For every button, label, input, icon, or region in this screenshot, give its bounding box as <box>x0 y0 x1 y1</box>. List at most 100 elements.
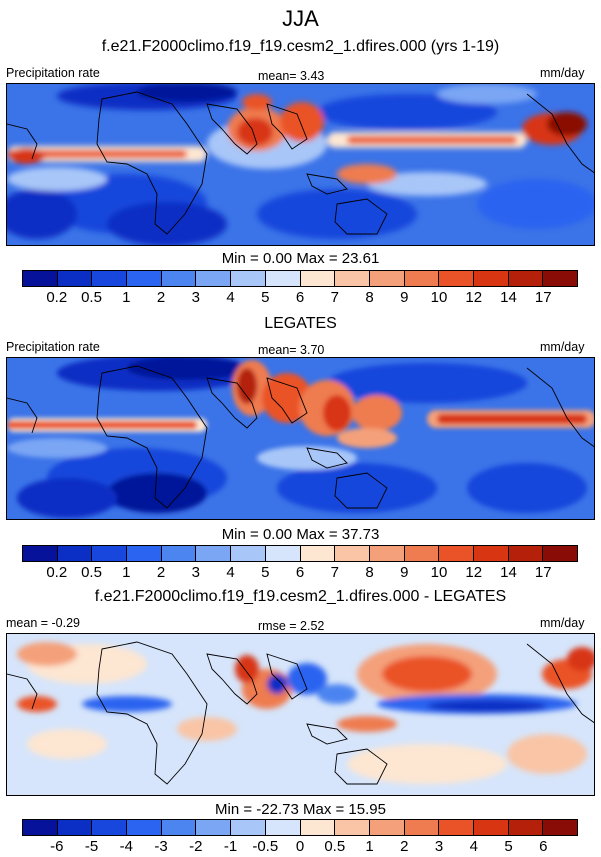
colorbar-swatch <box>404 546 440 561</box>
colorbar-swatch <box>161 546 197 561</box>
colorbar-swatch <box>231 271 266 286</box>
colorbar-swatch <box>508 546 544 561</box>
colorbar-swatch <box>127 546 162 561</box>
colorbar-tick-label: -6 <box>50 838 64 855</box>
panel-3-title: f.e21.F2000climo.f19_f19.cesm2_1.dfires.… <box>94 588 507 605</box>
colorbar-swatch <box>161 820 197 835</box>
panel-2-variable-label: Precipitation rate <box>6 340 100 354</box>
colorbar-tick-label: 3 <box>191 289 200 306</box>
colorbar-swatch <box>231 820 266 835</box>
colorbar-tick-label: 4 <box>226 564 235 581</box>
colorbar-swatch <box>369 546 405 561</box>
colorbar-swatch <box>23 820 58 835</box>
colorbar-swatch <box>508 271 544 286</box>
colorbar-tick-label: 10 <box>430 564 448 581</box>
colorbar-tick-label: 6 <box>295 564 305 581</box>
colorbar-swatch <box>300 271 336 286</box>
colorbar-tick-label: 9 <box>400 289 409 306</box>
colorbar-tick-label: 6 <box>295 289 305 306</box>
colorbar-tick-label: 7 <box>330 564 339 581</box>
colorbar-tick-label: 0.5 <box>81 564 102 581</box>
colorbar-tick-label: 0.5 <box>324 838 346 855</box>
colorbar-tick-label: 12 <box>465 564 483 581</box>
panel-2-units-label: mm/day <box>540 340 585 354</box>
colorbar-tick-label: 7 <box>330 289 339 306</box>
panel-1-title: f.e21.F2000climo.f19_f19.cesm2_1.dfires.… <box>101 38 500 55</box>
colorbar-tick-label: 4 <box>469 838 478 855</box>
panel-1-mean-label: mean= 3.43 <box>258 69 325 83</box>
colorbar-tick-label: 3 <box>434 838 444 855</box>
colorbar-swatch <box>265 820 301 835</box>
panel-2-map <box>6 357 595 520</box>
colorbar-tick-label: 17 <box>534 289 552 306</box>
colorbar-tick-label: 1 <box>122 564 131 581</box>
colorbar-swatch <box>92 271 128 286</box>
colorbar-swatch <box>300 820 336 835</box>
colorbar-swatch <box>196 271 232 286</box>
panel-1-colorbar <box>22 270 578 287</box>
colorbar-tick-label: 0 <box>295 838 305 855</box>
colorbar-tick-label: 12 <box>465 289 483 306</box>
panel-1-map <box>6 83 595 246</box>
colorbar-swatch <box>335 820 370 835</box>
panel-3-colorbar <box>22 819 578 836</box>
colorbar-swatch <box>369 271 405 286</box>
colorbar-tick-label: 2 <box>156 289 166 306</box>
colorbar-swatch <box>543 820 577 835</box>
colorbar-swatch <box>265 546 301 561</box>
colorbar-swatch <box>92 546 128 561</box>
panel-2-minmax: Min = 0.00 Max = 37.73 <box>221 526 380 543</box>
colorbar-swatch <box>127 820 162 835</box>
panel-3-colorbar-ticks: -6 -5 -4 -3 -2 -1 -0.5 0 0.5 1 2 3 4 5 6 <box>22 838 578 856</box>
colorbar-swatch <box>439 271 474 286</box>
colorbar-swatch <box>161 271 197 286</box>
colorbar-swatch <box>196 546 232 561</box>
colorbar-tick-label: 14 <box>500 564 517 581</box>
colorbar-swatch <box>23 271 58 286</box>
colorbar-tick-label: -5 <box>84 838 99 855</box>
colorbar-tick-label: 17 <box>534 564 552 581</box>
colorbar-tick-label: 2 <box>156 564 166 581</box>
panel-2-title: LEGATES <box>264 315 337 332</box>
colorbar-swatch <box>473 820 509 835</box>
colorbar-swatch <box>127 271 162 286</box>
panel-1-units-label: mm/day <box>540 66 585 80</box>
colorbar-swatch <box>300 546 336 561</box>
colorbar-tick-label: 0.2 <box>46 564 68 581</box>
colorbar-tick-label: -3 <box>154 838 168 855</box>
colorbar-swatch <box>404 820 440 835</box>
colorbar-tick-label: 9 <box>400 564 409 581</box>
panel-2-colorbar-ticks: 0.2 0.5 1 2 3 4 5 6 7 8 9 10 12 14 17 <box>22 564 578 582</box>
colorbar-swatch <box>57 271 93 286</box>
colorbar-tick-label: 5 <box>261 289 270 306</box>
panel-3-minmax: Min = -22.73 Max = 15.95 <box>215 801 386 818</box>
colorbar-tick-label: 0.5 <box>81 289 102 306</box>
colorbar-swatch <box>473 546 509 561</box>
colorbar-tick-label: -1 <box>223 838 238 855</box>
panel-3-units-label: mm/day <box>540 616 585 630</box>
colorbar-tick-label: 2 <box>400 838 409 855</box>
panel-1-minmax: Min = 0.00 Max = 23.61 <box>221 250 380 267</box>
colorbar-swatch <box>92 820 128 835</box>
colorbar-tick-label: 5 <box>504 838 513 855</box>
colorbar-tick-label: 10 <box>430 289 448 306</box>
colorbar-swatch <box>335 546 370 561</box>
colorbar-tick-label: 8 <box>365 289 374 306</box>
colorbar-swatch <box>335 271 370 286</box>
colorbar-swatch <box>543 271 577 286</box>
panel-3-map <box>6 633 595 796</box>
colorbar-tick-label: -0.5 <box>252 838 279 855</box>
figure-title: JJA <box>282 6 319 31</box>
colorbar-tick-label: -4 <box>119 838 133 855</box>
colorbar-tick-label: 4 <box>226 289 235 306</box>
panel-2-colorbar <box>22 545 578 562</box>
colorbar-tick-label: 8 <box>365 564 374 581</box>
colorbar-swatch <box>508 820 544 835</box>
colorbar-swatch <box>196 820 232 835</box>
panel-2-mean-label: mean= 3.70 <box>258 343 325 357</box>
colorbar-tick-label: 0.2 <box>46 289 68 306</box>
colorbar-tick-label: 5 <box>261 564 270 581</box>
colorbar-tick-label: 1 <box>122 289 131 306</box>
colorbar-tick-label: -2 <box>189 838 203 855</box>
colorbar-tick-label: 3 <box>191 564 200 581</box>
